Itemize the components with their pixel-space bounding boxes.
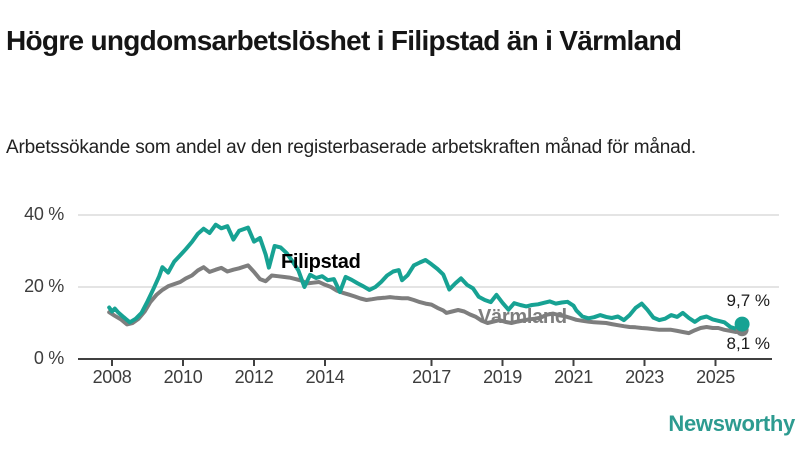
end-value-filipstad: 9,7 % xyxy=(726,291,770,310)
chart-subtitle: Arbetssökande som andel av den registerb… xyxy=(6,137,696,158)
page-title: Högre ungdomsarbetslöshet i Filipstad än… xyxy=(6,24,682,56)
line-chart xyxy=(78,214,779,366)
newsworthy-logo: Newsworthy xyxy=(668,411,795,437)
end-dot-filipstad xyxy=(734,316,750,332)
y-tick-label: 20 % xyxy=(24,276,64,296)
series-label-varmland: Värmland xyxy=(478,306,567,328)
x-tick-label: 2023 xyxy=(625,367,664,387)
x-tick-label: 2012 xyxy=(234,367,274,387)
series-line-filipstad xyxy=(107,222,745,331)
newsworthy-wordmark: Newsworthy xyxy=(668,411,795,436)
y-tick-label: 0 % xyxy=(33,348,64,368)
x-tick-label: 2014 xyxy=(305,367,345,387)
x-tick-label: 2021 xyxy=(554,367,593,387)
x-tick-label: 2019 xyxy=(483,367,522,387)
x-tick-label: 2008 xyxy=(92,367,132,387)
y-tick-label: 40 % xyxy=(24,204,64,224)
end-value-varmland: 8,1 % xyxy=(726,334,770,353)
series-label-filipstad: Filipstad xyxy=(281,251,361,273)
x-tick-label: 2010 xyxy=(163,367,203,387)
series-line-vrmland xyxy=(107,263,745,336)
x-tick-label: 2017 xyxy=(412,367,451,387)
x-tick-label: 2025 xyxy=(696,367,735,387)
